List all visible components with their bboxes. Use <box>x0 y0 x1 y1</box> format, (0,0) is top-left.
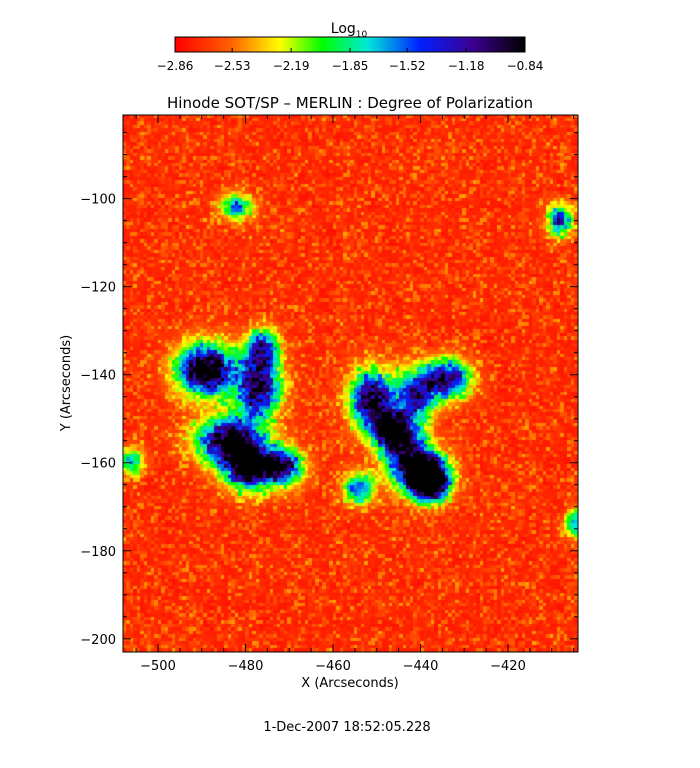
colorbar-tick-label: −2.53 <box>214 59 251 73</box>
x-axis-label: X (Arcseconds) <box>301 676 398 691</box>
y-tick-label: −180 <box>80 545 116 560</box>
y-tick-label: −140 <box>80 369 116 384</box>
x-tick-label: −460 <box>315 659 351 674</box>
colorbar-tick-label: −2.86 <box>157 59 194 73</box>
colorbar-label: Log10 <box>331 21 368 40</box>
x-tick-label: −480 <box>228 659 264 674</box>
y-tick-label: −200 <box>80 633 116 648</box>
x-tick-label: −420 <box>490 659 526 674</box>
colorbar-tick-label: −2.19 <box>273 59 310 73</box>
plot-frame <box>122 114 579 653</box>
x-axis: −500 −480 −460 −440 −420 <box>135 115 575 674</box>
y-tick-label: −120 <box>80 281 116 296</box>
x-tick-label: −500 <box>140 659 176 674</box>
y-tick-label: −100 <box>80 193 116 208</box>
plot-area <box>122 114 579 653</box>
chart-title: Hinode SOT/SP – MERLIN : Degree of Polar… <box>167 94 533 112</box>
heatmap <box>123 115 578 652</box>
timestamp: 1-Dec-2007 18:52:05.228 <box>263 720 430 735</box>
y-tick-label: −160 <box>80 457 116 472</box>
colorbar-tick-label: −1.18 <box>448 59 485 73</box>
colorbar-tick-label: −0.84 <box>507 59 544 73</box>
colorbar-tick-label: −1.85 <box>332 59 369 73</box>
colorbar-ticks: −2.86 −2.53 −2.19 −1.85 −1.52 −1.18 −0.84 <box>157 48 544 73</box>
y-axis-label: Y (Arcseconds) <box>59 335 74 432</box>
colorbar-tick-label: −1.52 <box>389 59 426 73</box>
x-tick-label: −440 <box>403 659 439 674</box>
y-axis: −100 −120 −140 −160 −180 −200 <box>80 132 578 648</box>
